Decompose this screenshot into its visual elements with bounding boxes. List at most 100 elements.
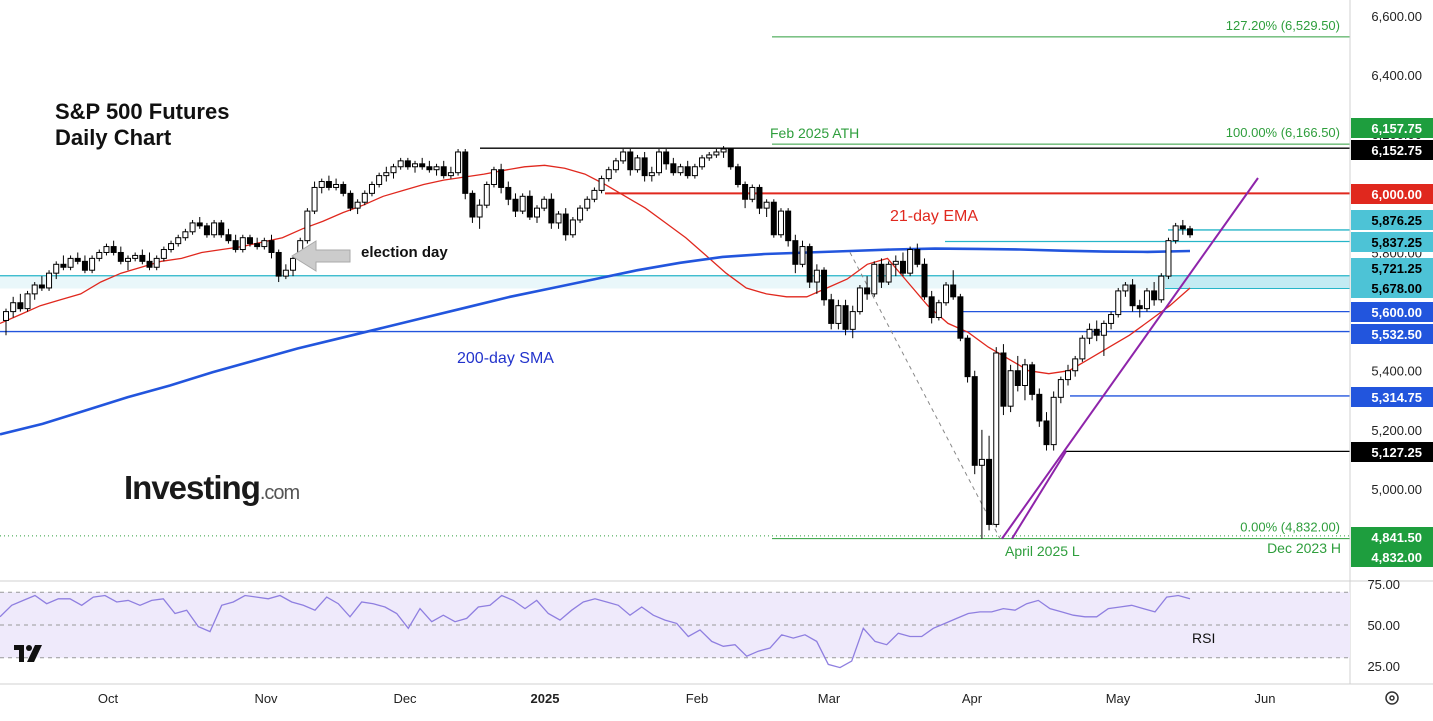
candle-body (849, 311, 856, 330)
chart-subtitle: Daily Chart (55, 125, 172, 150)
candle-body (706, 154, 713, 159)
time-tick-label: May (1106, 691, 1131, 706)
candle-body (813, 269, 820, 283)
time-tick-label: Oct (98, 691, 119, 706)
price-tag (1351, 527, 1433, 547)
candle-body (1151, 290, 1158, 301)
candle-body (864, 287, 871, 295)
candle-body (663, 151, 670, 165)
candle-body (964, 337, 971, 378)
candle-body (655, 151, 662, 174)
candle-body (404, 160, 411, 168)
candle-body (211, 222, 218, 236)
candle-body (648, 172, 655, 177)
candle-body (239, 237, 246, 251)
candle-body (498, 169, 505, 188)
candle-body (806, 246, 813, 283)
sma-200-line (0, 247, 1191, 436)
candle-body (971, 376, 978, 466)
price-tag (1351, 442, 1433, 462)
candle-body (383, 172, 390, 177)
candle-body (562, 213, 569, 236)
price-tick-label: 6,600.00 (1371, 9, 1422, 24)
candle-body (684, 166, 691, 177)
candle-body (612, 160, 619, 171)
election-day-label: election day (361, 244, 448, 261)
candle-body (885, 263, 892, 283)
candle-body (569, 219, 576, 236)
candle-body (1136, 305, 1143, 310)
candle-body (153, 257, 160, 268)
candle-body (1014, 370, 1021, 387)
candle-body (17, 302, 24, 310)
candle-body (598, 178, 605, 191)
candle-body (182, 231, 189, 239)
price-tick-label: 6,400.00 (1371, 68, 1422, 83)
candle-body (53, 263, 60, 274)
price-tag (1351, 278, 1433, 298)
price-tag-label: 5,837.25 (1371, 235, 1422, 250)
candle-body (81, 260, 88, 271)
time-tick-label: Apr (962, 691, 983, 706)
chart-title: S&P 500 Futures (55, 99, 229, 124)
candle-body (440, 166, 447, 177)
candle-body (146, 260, 153, 268)
candle-body (512, 198, 519, 212)
settings-gear-icon[interactable] (1385, 691, 1399, 705)
rsi-line (0, 594, 1191, 669)
candle-body (103, 246, 110, 253)
election-arrow-icon (291, 240, 351, 272)
candle-body (390, 166, 397, 174)
candle-body (785, 210, 792, 242)
price-tag-label: 6,157.75 (1371, 121, 1422, 136)
candle-body (282, 269, 289, 277)
candle-body (31, 284, 38, 295)
candle-body (46, 272, 53, 289)
candle-body (993, 352, 1000, 525)
price-tag (1351, 324, 1433, 344)
candle-body (677, 166, 684, 174)
candle-body (555, 213, 562, 224)
candle-body (1143, 290, 1150, 310)
candle-body (641, 157, 648, 177)
candle-body (60, 263, 67, 268)
candle-body (189, 222, 196, 233)
candle-body (699, 157, 706, 168)
time-tick-label: Nov (254, 691, 278, 706)
candle-body (519, 195, 526, 212)
price-tick-label: 5,000.00 (1371, 482, 1422, 497)
candle-body (361, 192, 368, 203)
candle-body (742, 183, 749, 200)
candle-body (907, 249, 914, 274)
candle-body (218, 222, 225, 236)
candle-body (354, 201, 361, 209)
candle-body (419, 163, 426, 168)
time-tick-label: Feb (686, 691, 708, 706)
candle-body (368, 183, 375, 194)
candle-body (1000, 352, 1007, 407)
price-tag-label: 6,000.00 (1371, 187, 1422, 202)
candle-body (734, 166, 741, 185)
candle-body (691, 166, 698, 177)
candle-body (713, 151, 720, 156)
candle-body (1115, 290, 1122, 316)
price-tag (1351, 118, 1433, 138)
sma-label: 200-day SMA (457, 350, 554, 367)
candle-body (196, 222, 203, 227)
april-low-label: April 2025 L (1005, 543, 1080, 559)
candle-body (476, 204, 483, 218)
rsi-tick-label: 50.00 (1367, 618, 1400, 633)
candle-body (1021, 364, 1028, 387)
candle-body (727, 148, 734, 168)
candle-body (254, 243, 261, 248)
price-tick-label: 5,400.00 (1371, 364, 1422, 379)
candle-body (792, 240, 799, 265)
candle-body (275, 251, 282, 277)
candle-body (770, 201, 777, 236)
candle-body (261, 240, 268, 248)
candle-body (132, 254, 139, 259)
candle-body (325, 181, 332, 188)
candle-body (892, 260, 899, 265)
rsi-tick-label: 25.00 (1367, 659, 1400, 674)
